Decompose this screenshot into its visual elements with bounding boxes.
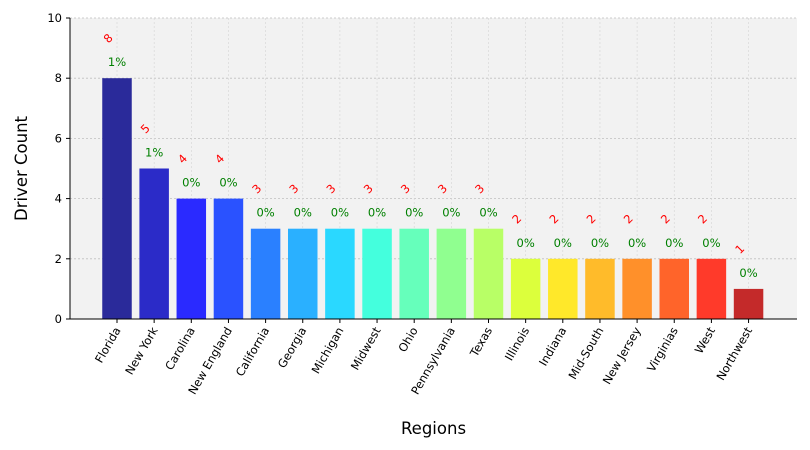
bar — [473, 228, 504, 319]
bar — [548, 258, 578, 319]
percent-label: 0% — [554, 236, 572, 250]
x-tick-label: California — [233, 325, 272, 379]
y-tick-labels: 0 2 4 6 8 10 — [47, 11, 70, 326]
y-tick-label: 6 — [55, 131, 62, 145]
x-tick-label: Georgia — [275, 325, 310, 371]
x-tick-label: Ohio — [395, 325, 420, 355]
bar — [733, 288, 764, 319]
bar — [622, 258, 652, 319]
x-tick-label: Midwest — [348, 324, 384, 372]
bar — [585, 258, 615, 319]
y-tick-label: 2 — [55, 252, 62, 266]
bar — [176, 198, 207, 319]
percent-label: 0% — [368, 206, 386, 220]
x-tick-label: Mid-South — [565, 325, 606, 382]
bar — [362, 228, 392, 319]
bar — [399, 228, 429, 319]
x-tick-label: West — [692, 324, 719, 356]
percent-label: 0% — [665, 236, 683, 250]
y-axis-title: Driver Count — [12, 115, 31, 221]
x-tick-label: Florida — [92, 325, 124, 366]
bar — [250, 228, 281, 319]
bar — [436, 228, 467, 319]
percent-label: 0% — [442, 206, 460, 220]
x-axis-title: Regions — [401, 419, 466, 438]
percent-label: 0% — [479, 206, 497, 220]
x-tick-label: Texas — [467, 325, 496, 360]
percent-label: 0% — [702, 236, 720, 250]
y-tick-label: 10 — [47, 11, 62, 25]
percent-label: 0% — [219, 176, 237, 190]
percent-label: 1% — [108, 55, 126, 69]
x-tick-label: Indiana — [536, 325, 569, 369]
percent-label: 0% — [182, 176, 200, 190]
percent-label: 0% — [256, 206, 274, 220]
percent-label: 1% — [145, 146, 163, 160]
bar — [659, 258, 689, 319]
x-tick-label: New York — [122, 324, 161, 377]
bars-group — [102, 78, 764, 319]
bar — [139, 168, 169, 319]
bar — [510, 258, 541, 319]
percent-label: 0% — [628, 236, 646, 250]
bar — [696, 258, 727, 319]
x-tick-label: Virginias — [644, 324, 681, 374]
y-tick-label: 0 — [55, 312, 62, 326]
percent-label: 0% — [739, 266, 757, 280]
percent-label: 0% — [591, 236, 609, 250]
x-tick-label: Illinois — [502, 325, 532, 364]
x-tick-label: Michigan — [309, 325, 347, 377]
y-tick-label: 4 — [55, 192, 62, 206]
percent-label: 0% — [331, 206, 349, 220]
percent-label: 0% — [517, 236, 535, 250]
percent-label: 0% — [294, 206, 312, 220]
percent-label: 0% — [405, 206, 423, 220]
x-tick-label: Northwest — [713, 324, 755, 383]
bar — [325, 228, 355, 319]
y-tick-label: 8 — [55, 71, 62, 85]
x-tick-label: Carolina — [162, 325, 198, 373]
x-tick-label: New Jersey — [600, 324, 644, 386]
bar — [213, 198, 244, 319]
bar — [102, 78, 132, 319]
bar — [288, 228, 318, 319]
